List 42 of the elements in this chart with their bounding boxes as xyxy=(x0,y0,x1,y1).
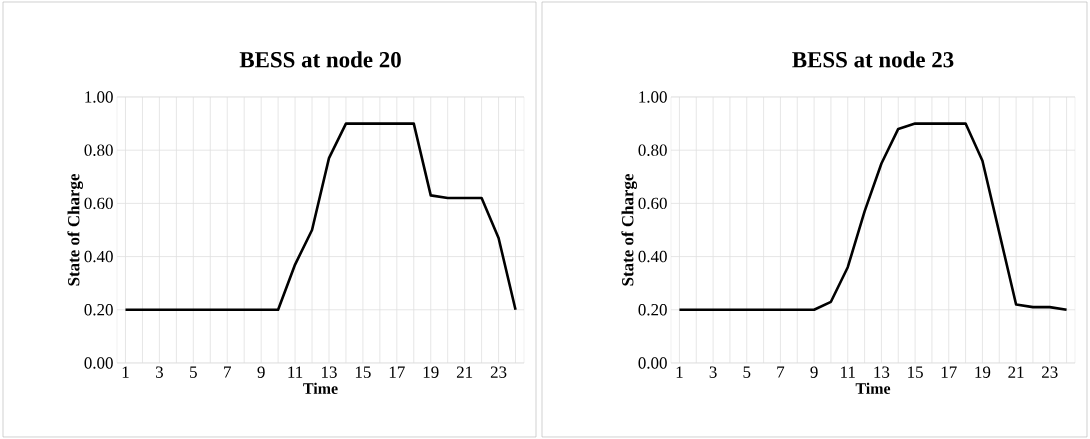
y-tick-label: 0.60 xyxy=(84,197,113,210)
y-tick-label: 1.00 xyxy=(85,91,113,103)
x-tick-label: 3 xyxy=(709,366,717,378)
x-tick-label: 9 xyxy=(257,366,265,378)
y-tick-label: 0.20 xyxy=(638,304,667,316)
x-tick-label: 9 xyxy=(810,366,818,378)
x-tick-label: 15 xyxy=(355,366,371,378)
y-tick-label: 0.60 xyxy=(638,197,667,210)
x-tick-label: 23 xyxy=(490,366,507,378)
y-axis-title: State of Charge xyxy=(67,173,84,286)
x-tick-label: 3 xyxy=(155,366,163,378)
x-tick-label: 23 xyxy=(1042,366,1058,378)
x-tick-label: 13 xyxy=(322,366,337,378)
x-tick-label: 19 xyxy=(423,366,439,378)
y-tick-label: 0.00 xyxy=(84,357,113,369)
x-tick-label: 21 xyxy=(456,366,473,378)
x-axis-title: Time xyxy=(855,382,891,394)
y-tick-label: 0.80 xyxy=(84,144,113,156)
x-tick-label: 21 xyxy=(1008,366,1024,378)
x-tick-label: 5 xyxy=(190,366,197,378)
y-axis-title: State of Charge xyxy=(621,173,638,286)
y-tick-label: 0.40 xyxy=(84,250,113,263)
y-tick-label: 0.00 xyxy=(638,357,667,369)
x-tick-label: 19 xyxy=(975,366,991,378)
x-tick-label: 11 xyxy=(841,366,855,378)
y-tick-label: 1.00 xyxy=(639,91,667,103)
chart-title: BESS at node 23 xyxy=(792,51,954,68)
x-tick-label: 7 xyxy=(224,366,231,378)
x-tick-label: 1 xyxy=(122,366,129,378)
x-tick-label: 7 xyxy=(777,366,785,378)
x-tick-label: 5 xyxy=(743,366,751,378)
x-tick-label: 1 xyxy=(676,366,683,378)
x-tick-label: 11 xyxy=(288,366,303,378)
y-tick-label: 0.20 xyxy=(84,304,113,316)
chart-title: BESS at node 20 xyxy=(239,51,401,68)
y-tick-label: 0.80 xyxy=(638,144,667,156)
x-tick-label: 17 xyxy=(389,366,405,378)
x-axis-title: Time xyxy=(303,382,338,394)
x-tick-label: 15 xyxy=(908,366,923,378)
x-tick-label: 17 xyxy=(941,366,957,378)
x-tick-label: 13 xyxy=(874,366,890,378)
y-tick-label: 0.40 xyxy=(638,250,667,263)
